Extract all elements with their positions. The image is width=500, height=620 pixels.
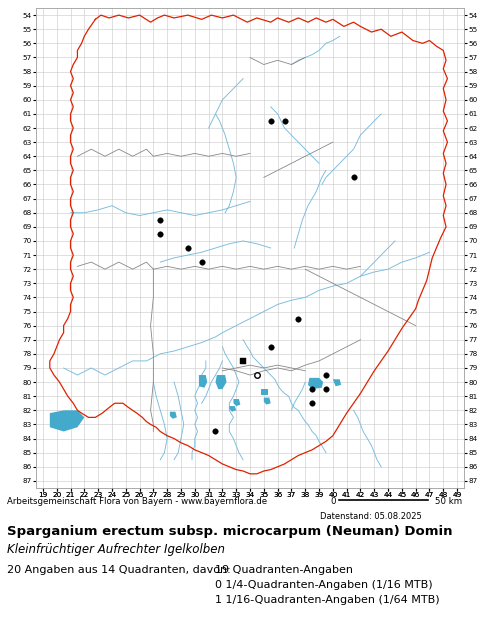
Polygon shape xyxy=(230,406,236,412)
Text: Sparganium erectum subsp. microcarpum (Neuman) Domin: Sparganium erectum subsp. microcarpum (N… xyxy=(7,525,452,538)
Polygon shape xyxy=(333,379,341,386)
Text: Datenstand: 05.08.2025: Datenstand: 05.08.2025 xyxy=(320,512,422,521)
Text: 1 1/16-Quadranten-Angaben (1/64 MTB): 1 1/16-Quadranten-Angaben (1/64 MTB) xyxy=(215,595,440,605)
Polygon shape xyxy=(50,410,84,432)
Text: Arbeitsgemeinschaft Flora von Bayern - www.bayernflora.de: Arbeitsgemeinschaft Flora von Bayern - w… xyxy=(7,497,267,506)
Text: 20 Angaben aus 14 Quadranten, davon:: 20 Angaben aus 14 Quadranten, davon: xyxy=(7,565,231,575)
Polygon shape xyxy=(170,412,177,418)
Text: 50 km: 50 km xyxy=(435,497,462,506)
Polygon shape xyxy=(234,399,240,406)
Text: 0: 0 xyxy=(330,497,336,506)
Text: 19 Quadranten-Angaben: 19 Quadranten-Angaben xyxy=(215,565,353,575)
Text: 0 1/4-Quadranten-Angaben (1/16 MTB): 0 1/4-Quadranten-Angaben (1/16 MTB) xyxy=(215,580,432,590)
Text: Kleinfrüchtiger Aufrechter Igelkolben: Kleinfrüchtiger Aufrechter Igelkolben xyxy=(7,543,225,556)
Polygon shape xyxy=(261,389,268,395)
Polygon shape xyxy=(199,375,207,388)
Polygon shape xyxy=(308,378,323,389)
Polygon shape xyxy=(264,397,270,405)
Polygon shape xyxy=(216,375,226,389)
